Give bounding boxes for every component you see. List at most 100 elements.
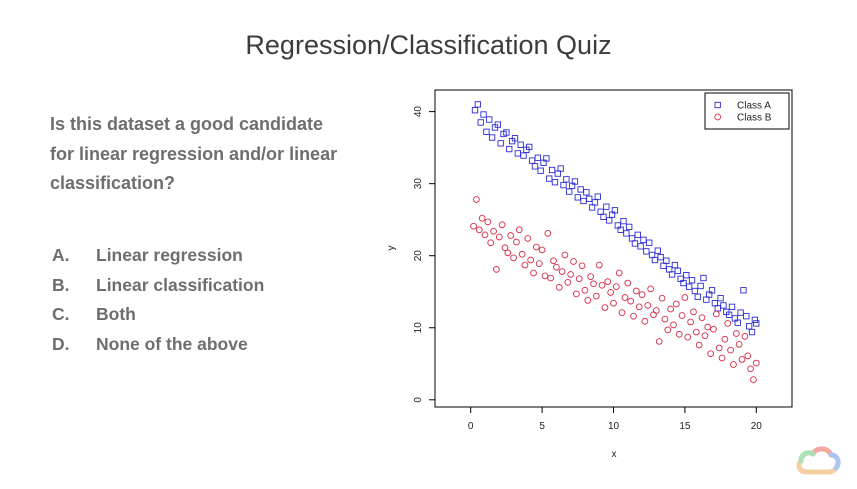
data-point xyxy=(697,282,704,290)
data-point xyxy=(646,239,653,246)
data-point xyxy=(501,244,509,252)
data-point xyxy=(644,302,652,309)
data-point xyxy=(638,291,646,298)
plot-frame xyxy=(434,89,793,408)
data-point xyxy=(473,196,480,203)
data-point xyxy=(570,258,577,265)
data-point xyxy=(547,274,555,282)
data-point xyxy=(506,145,513,153)
data-point xyxy=(484,218,492,226)
data-point xyxy=(637,243,644,250)
data-point xyxy=(534,154,541,161)
data-point xyxy=(746,323,753,330)
data-point xyxy=(623,230,630,237)
data-point xyxy=(617,226,624,233)
data-point xyxy=(575,275,583,283)
google-cloud-logo-icon xyxy=(796,446,841,475)
data-point xyxy=(607,289,614,296)
data-point xyxy=(654,247,661,254)
data-point xyxy=(561,251,569,259)
y-tick-label: 20 xyxy=(413,250,424,262)
data-point xyxy=(711,300,719,307)
data-point xyxy=(548,166,556,174)
data-point xyxy=(737,309,744,316)
data-point xyxy=(735,340,743,348)
data-point xyxy=(524,235,532,242)
data-point xyxy=(520,152,527,159)
data-point xyxy=(541,272,549,280)
option-c[interactable]: C. Both xyxy=(52,300,264,330)
data-point xyxy=(690,308,697,316)
data-point xyxy=(678,312,686,319)
data-point xyxy=(753,320,760,327)
data-point xyxy=(626,223,633,231)
data-point xyxy=(624,279,632,287)
option-d[interactable]: D. None of the above xyxy=(52,330,264,360)
data-point xyxy=(593,292,600,300)
data-point xyxy=(477,119,484,126)
data-point xyxy=(577,186,584,193)
data-point xyxy=(738,356,746,363)
data-point xyxy=(481,231,489,239)
data-point xyxy=(503,129,510,136)
data-point xyxy=(560,181,567,189)
data-point xyxy=(671,261,679,269)
legend-box xyxy=(704,92,790,130)
option-b[interactable]: B. Linear classification xyxy=(52,271,264,301)
data-point xyxy=(627,297,634,305)
data-point xyxy=(580,197,587,205)
data-point xyxy=(530,269,537,277)
data-point xyxy=(694,293,701,300)
data-point xyxy=(727,346,734,354)
data-point xyxy=(681,294,689,301)
data-point xyxy=(657,253,664,261)
data-point xyxy=(726,311,733,318)
data-point xyxy=(720,302,727,309)
data-point xyxy=(651,256,659,264)
data-point xyxy=(537,167,544,174)
data-point xyxy=(634,231,641,238)
data-point xyxy=(648,251,656,259)
x-tick-label: 15 xyxy=(679,421,691,432)
data-point xyxy=(650,311,657,319)
data-point xyxy=(704,323,712,331)
data-point xyxy=(474,101,481,108)
data-point xyxy=(564,279,572,286)
legend-label: Class B xyxy=(737,113,772,124)
data-point xyxy=(494,121,501,128)
data-point xyxy=(666,266,673,273)
data-point xyxy=(683,272,690,279)
y-tick-label: 30 xyxy=(413,178,424,190)
data-point xyxy=(598,281,606,289)
data-point xyxy=(618,309,626,316)
data-point xyxy=(557,165,564,172)
data-point xyxy=(558,268,566,275)
data-point xyxy=(698,314,706,322)
data-point xyxy=(721,335,729,343)
option-a[interactable]: A. Linear regression xyxy=(52,241,264,271)
data-point xyxy=(717,295,724,302)
data-point xyxy=(655,338,663,345)
data-point xyxy=(652,307,660,314)
data-point xyxy=(595,261,603,269)
data-point xyxy=(483,128,490,135)
data-point xyxy=(667,305,674,313)
data-point xyxy=(695,341,703,349)
data-point xyxy=(603,203,610,210)
data-point xyxy=(630,312,637,320)
data-point xyxy=(730,361,737,368)
answer-options: A. Linear regression B. Linear classificat… xyxy=(52,241,264,359)
data-point xyxy=(661,315,669,323)
data-point xyxy=(621,294,629,301)
slide-title: Regression/Classification Quiz xyxy=(245,30,612,60)
data-point xyxy=(687,318,694,326)
data-point xyxy=(615,269,623,277)
series-class-b xyxy=(470,196,760,383)
data-point xyxy=(584,297,592,304)
data-point xyxy=(597,208,604,215)
data-point xyxy=(660,262,667,269)
data-point xyxy=(555,284,563,291)
data-point xyxy=(743,313,750,320)
data-point xyxy=(620,217,627,225)
